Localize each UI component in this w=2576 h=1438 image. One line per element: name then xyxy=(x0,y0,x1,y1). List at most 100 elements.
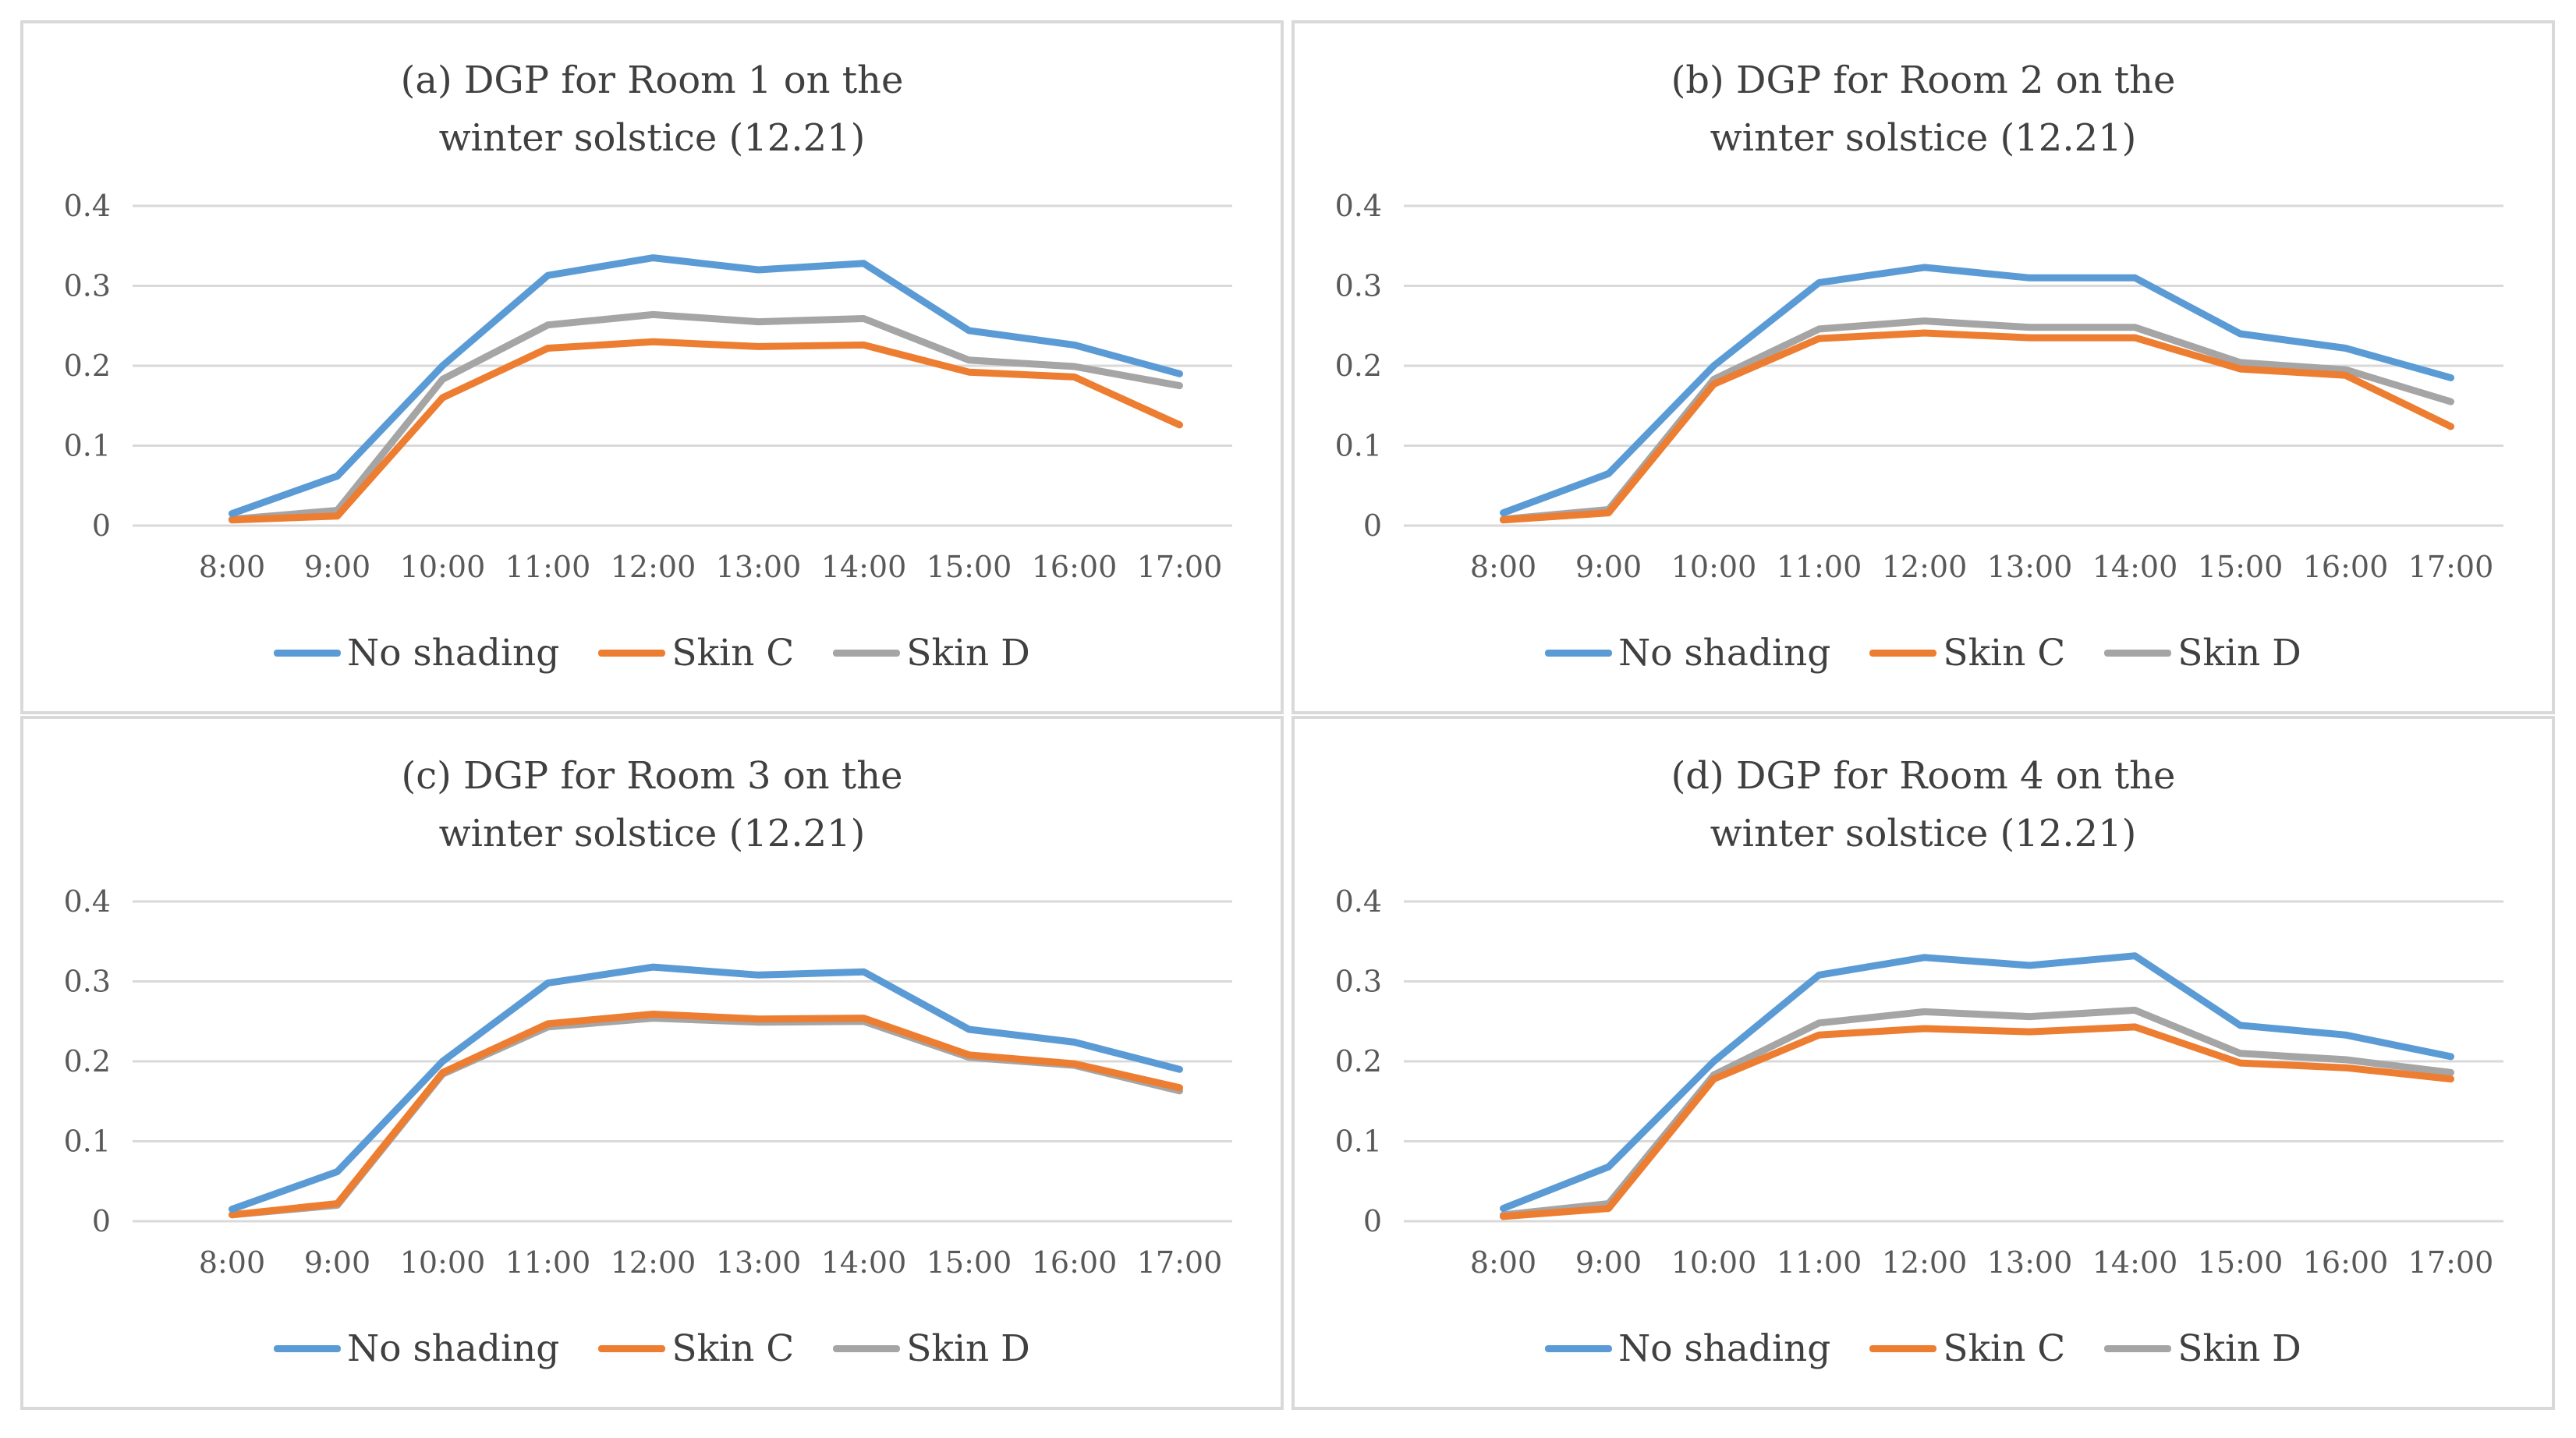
x-tick-label: 8:00 xyxy=(1470,1245,1536,1280)
chart-panel-room-3: (c) DGP for Room 3 on the winter solstic… xyxy=(20,716,1284,1410)
x-tick-label: 12:00 xyxy=(1882,1245,1968,1280)
series-line-skin-c xyxy=(229,1011,1183,1219)
legend-swatch-no-shading xyxy=(1545,1345,1613,1352)
legend-label-skin-c: Skin C xyxy=(671,632,795,675)
y-tick-label: 0.2 xyxy=(64,349,111,383)
series-line-no-shading xyxy=(229,254,1183,518)
legend-label-skin-d: Skin D xyxy=(2177,632,2301,675)
legend-item-skin-d: Skin D xyxy=(2104,1327,2301,1370)
chart-title-line-2: winter solstice (12.21) xyxy=(438,116,866,160)
x-tick-label: 13:00 xyxy=(716,1245,802,1280)
legend-item-skin-d: Skin D xyxy=(2104,632,2301,675)
legend-label-skin-c: Skin C xyxy=(1943,1327,2066,1370)
x-tick-label: 15:00 xyxy=(927,550,1012,584)
legend-label-skin-d: Skin D xyxy=(2177,1327,2301,1370)
y-tick-label: 0.4 xyxy=(64,884,111,919)
x-tick-label: 15:00 xyxy=(2198,550,2284,584)
y-tick-label: 0 xyxy=(92,1204,111,1238)
legend: No shading Skin C Skin D xyxy=(23,632,1281,675)
x-tick-label: 16:00 xyxy=(1032,1245,1118,1280)
x-tick-label: 16:00 xyxy=(2303,550,2389,584)
legend-swatch-no-shading xyxy=(274,1345,342,1352)
legend: No shading Skin C Skin D xyxy=(1295,1327,2552,1370)
x-tick-label: 9:00 xyxy=(304,1245,370,1280)
legend-label-skin-c: Skin C xyxy=(1943,632,2066,675)
legend-swatch-no-shading xyxy=(274,650,342,657)
legend-item-skin-c: Skin C xyxy=(598,1327,794,1370)
x-tick-label: 10:00 xyxy=(1671,550,1757,584)
legend-swatch-skin-c xyxy=(598,650,666,657)
plot-area: 0 0.1 0.2 0.3 0.4 8:00 9:00 10:00 11:00 12:00 13:0… xyxy=(1335,884,2503,1280)
y-tick-label: 0.2 xyxy=(64,1044,111,1078)
y-tick-label: 0.4 xyxy=(64,189,111,223)
chart-title: (d) DGP for Room 4 on the winter solstic… xyxy=(1295,747,2552,862)
x-tick-label: 11:00 xyxy=(1777,1245,1862,1280)
y-tick-label: 0.3 xyxy=(1335,269,1382,303)
y-tick-label: 0.1 xyxy=(1335,429,1382,463)
legend-item-skin-c: Skin C xyxy=(1869,632,2065,675)
x-tick-label: 11:00 xyxy=(505,1245,591,1280)
legend-swatch-skin-d xyxy=(833,650,901,657)
x-tick-label: 10:00 xyxy=(1671,1245,1757,1280)
legend-label-skin-d: Skin D xyxy=(906,632,1030,675)
chart-title-line-2: winter solstice (12.21) xyxy=(1710,812,2137,855)
x-tick-label: 15:00 xyxy=(2198,1245,2284,1280)
series-line-skin-d xyxy=(1500,317,2454,523)
series-line-skin-d xyxy=(1500,1006,2454,1219)
chart-panel-room-4: (d) DGP for Room 4 on the winter solstic… xyxy=(1292,716,2555,1410)
legend-swatch-skin-c xyxy=(1869,1345,1937,1352)
y-tick-label: 0 xyxy=(1363,1204,1382,1238)
legend-swatch-skin-c xyxy=(598,1345,666,1352)
x-tick-label: 16:00 xyxy=(2303,1245,2389,1280)
x-tick-label: 14:00 xyxy=(821,1245,907,1280)
plot-area: 0 0.1 0.2 0.3 0.4 8:00 9:00 10:00 11:00 12:00 13:0… xyxy=(64,189,1232,584)
series-line-no-shading xyxy=(1500,264,2454,517)
y-tick-label: 0 xyxy=(1363,508,1382,543)
y-tick-label: 0.2 xyxy=(1335,1044,1382,1078)
x-tick-label: 13:00 xyxy=(716,550,802,584)
legend-item-no-shading: No shading xyxy=(274,632,559,675)
x-tick-label: 17:00 xyxy=(1137,550,1223,584)
legend: No shading Skin C Skin D xyxy=(23,1327,1281,1370)
chart-panel-room-1: (a) DGP for Room 1 on the winter solstic… xyxy=(20,20,1284,714)
plot-area: 0 0.1 0.2 0.3 0.4 8:00 9:00 10:00 11:00 12:00 13:0… xyxy=(64,884,1232,1280)
y-tick-label: 0.3 xyxy=(64,965,111,999)
y-tick-label: 0.3 xyxy=(64,269,111,303)
series-line-no-shading xyxy=(1500,952,2454,1213)
chart-title-line-2: winter solstice (12.21) xyxy=(438,812,866,855)
x-tick-label: 8:00 xyxy=(199,550,265,584)
x-tick-label: 9:00 xyxy=(1575,550,1642,584)
chart-title-line-1: (c) DGP for Room 3 on the xyxy=(401,754,903,798)
y-tick-label: 0.3 xyxy=(1335,965,1382,999)
x-tick-label: 11:00 xyxy=(505,550,591,584)
x-tick-label: 17:00 xyxy=(1137,1245,1223,1280)
series-line-skin-c xyxy=(1500,1023,2454,1220)
x-tick-label: 8:00 xyxy=(1470,550,1536,584)
x-tick-label: 10:00 xyxy=(400,1245,486,1280)
chart-title-line-1: (a) DGP for Room 1 on the xyxy=(400,58,904,102)
x-tick-label: 9:00 xyxy=(1575,1245,1642,1280)
x-tick-label: 8:00 xyxy=(199,1245,265,1280)
x-tick-label: 15:00 xyxy=(927,1245,1012,1280)
chart-title-line-2: winter solstice (12.21) xyxy=(1710,116,2137,160)
plot-area: 0 0.1 0.2 0.3 0.4 8:00 9:00 10:00 11:00 12:00 13:0… xyxy=(1335,189,2503,584)
legend-swatch-skin-d xyxy=(2104,1345,2172,1352)
y-tick-label: 0.4 xyxy=(1335,189,1382,223)
series-line-skin-d xyxy=(229,1015,1183,1219)
legend-swatch-skin-d xyxy=(833,1345,901,1352)
series-line-no-shading xyxy=(229,963,1183,1213)
y-tick-label: 0.2 xyxy=(1335,349,1382,383)
legend-label-no-shading: No shading xyxy=(347,632,560,675)
x-tick-label: 13:00 xyxy=(1987,1245,2073,1280)
legend-label-skin-d: Skin D xyxy=(906,1327,1030,1370)
x-tick-label: 9:00 xyxy=(304,550,370,584)
chart-title: (b) DGP for Room 2 on the winter solstic… xyxy=(1295,51,2552,167)
chart-panel-room-2: (b) DGP for Room 2 on the winter solstic… xyxy=(1292,20,2555,714)
chart-title: (a) DGP for Room 1 on the winter solstic… xyxy=(23,51,1281,167)
chart-title: (c) DGP for Room 3 on the winter solstic… xyxy=(23,747,1281,862)
legend-item-skin-d: Skin D xyxy=(833,632,1030,675)
chart-title-line-1: (d) DGP for Room 4 on the xyxy=(1671,754,2176,798)
legend-item-skin-c: Skin C xyxy=(1869,1327,2065,1370)
legend-swatch-no-shading xyxy=(1545,650,1613,657)
legend-item-no-shading: No shading xyxy=(1545,1327,1830,1370)
